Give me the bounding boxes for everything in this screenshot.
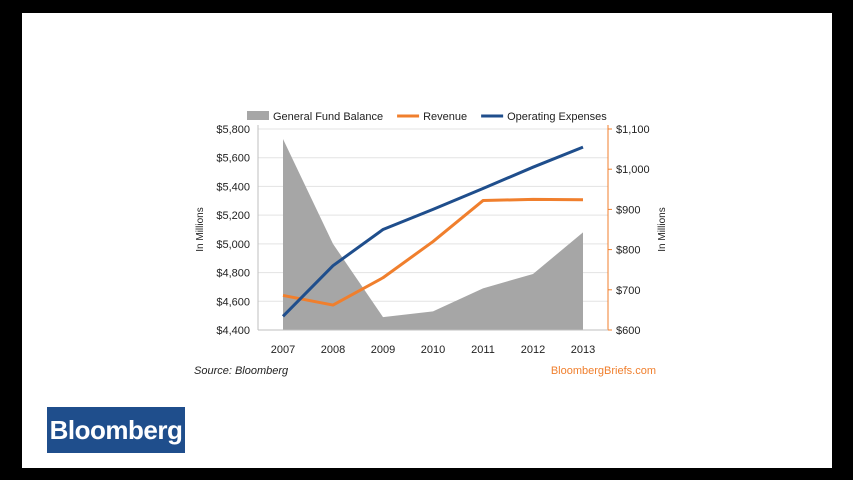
area-general-fund-balance: [283, 139, 583, 330]
right-tick-label: $900: [616, 204, 640, 216]
source-text: Source: Bloomberg: [194, 365, 289, 377]
x-tick-label: 2013: [571, 344, 595, 356]
legend-label: Operating Expenses: [507, 111, 607, 123]
left-tick-label: $5,800: [216, 124, 250, 136]
x-tick-label: 2010: [421, 344, 445, 356]
left-tick-label: $4,600: [216, 296, 250, 308]
left-axis-title: In Millions: [195, 207, 206, 251]
left-tick-label: $5,400: [216, 181, 250, 193]
x-tick-label: 2008: [321, 344, 345, 356]
right-tick-label: $1,000: [616, 164, 650, 176]
left-tick-label: $5,000: [216, 239, 250, 251]
right-tick-label: $700: [616, 285, 640, 297]
legend-swatch-area: [247, 111, 269, 120]
right-tick-label: $600: [616, 325, 640, 337]
x-tick-label: 2011: [471, 344, 495, 356]
x-tick-label: 2009: [371, 344, 395, 356]
right-axis-title: In Millions: [657, 207, 668, 251]
left-tick-label: $5,600: [216, 153, 250, 165]
line-revenue: [282, 197, 584, 307]
legend-label: Revenue: [423, 111, 467, 123]
left-tick-label: $4,800: [216, 268, 250, 280]
right-tick-label: $1,100: [616, 124, 650, 136]
left-tick-label: $5,200: [216, 210, 250, 222]
legend-label: General Fund Balance: [273, 111, 383, 123]
x-tick-label: 2007: [271, 344, 295, 356]
chart: $4,400 $4,600 $4,800 $5,000 $5,200 $5,400 $5,6…: [194, 111, 668, 377]
slide-frame: $4,400 $4,600 $4,800 $5,000 $5,200 $5,400 $5,6…: [22, 13, 832, 468]
left-tick-label: $4,400: [216, 325, 250, 337]
right-tick-label: $800: [616, 245, 640, 257]
credit-text: BloombergBriefs.com: [551, 365, 656, 377]
line-operating-expenses: [281, 145, 584, 318]
bloomberg-logo: Bloomberg: [47, 407, 185, 453]
x-tick-label: 2012: [521, 344, 545, 356]
